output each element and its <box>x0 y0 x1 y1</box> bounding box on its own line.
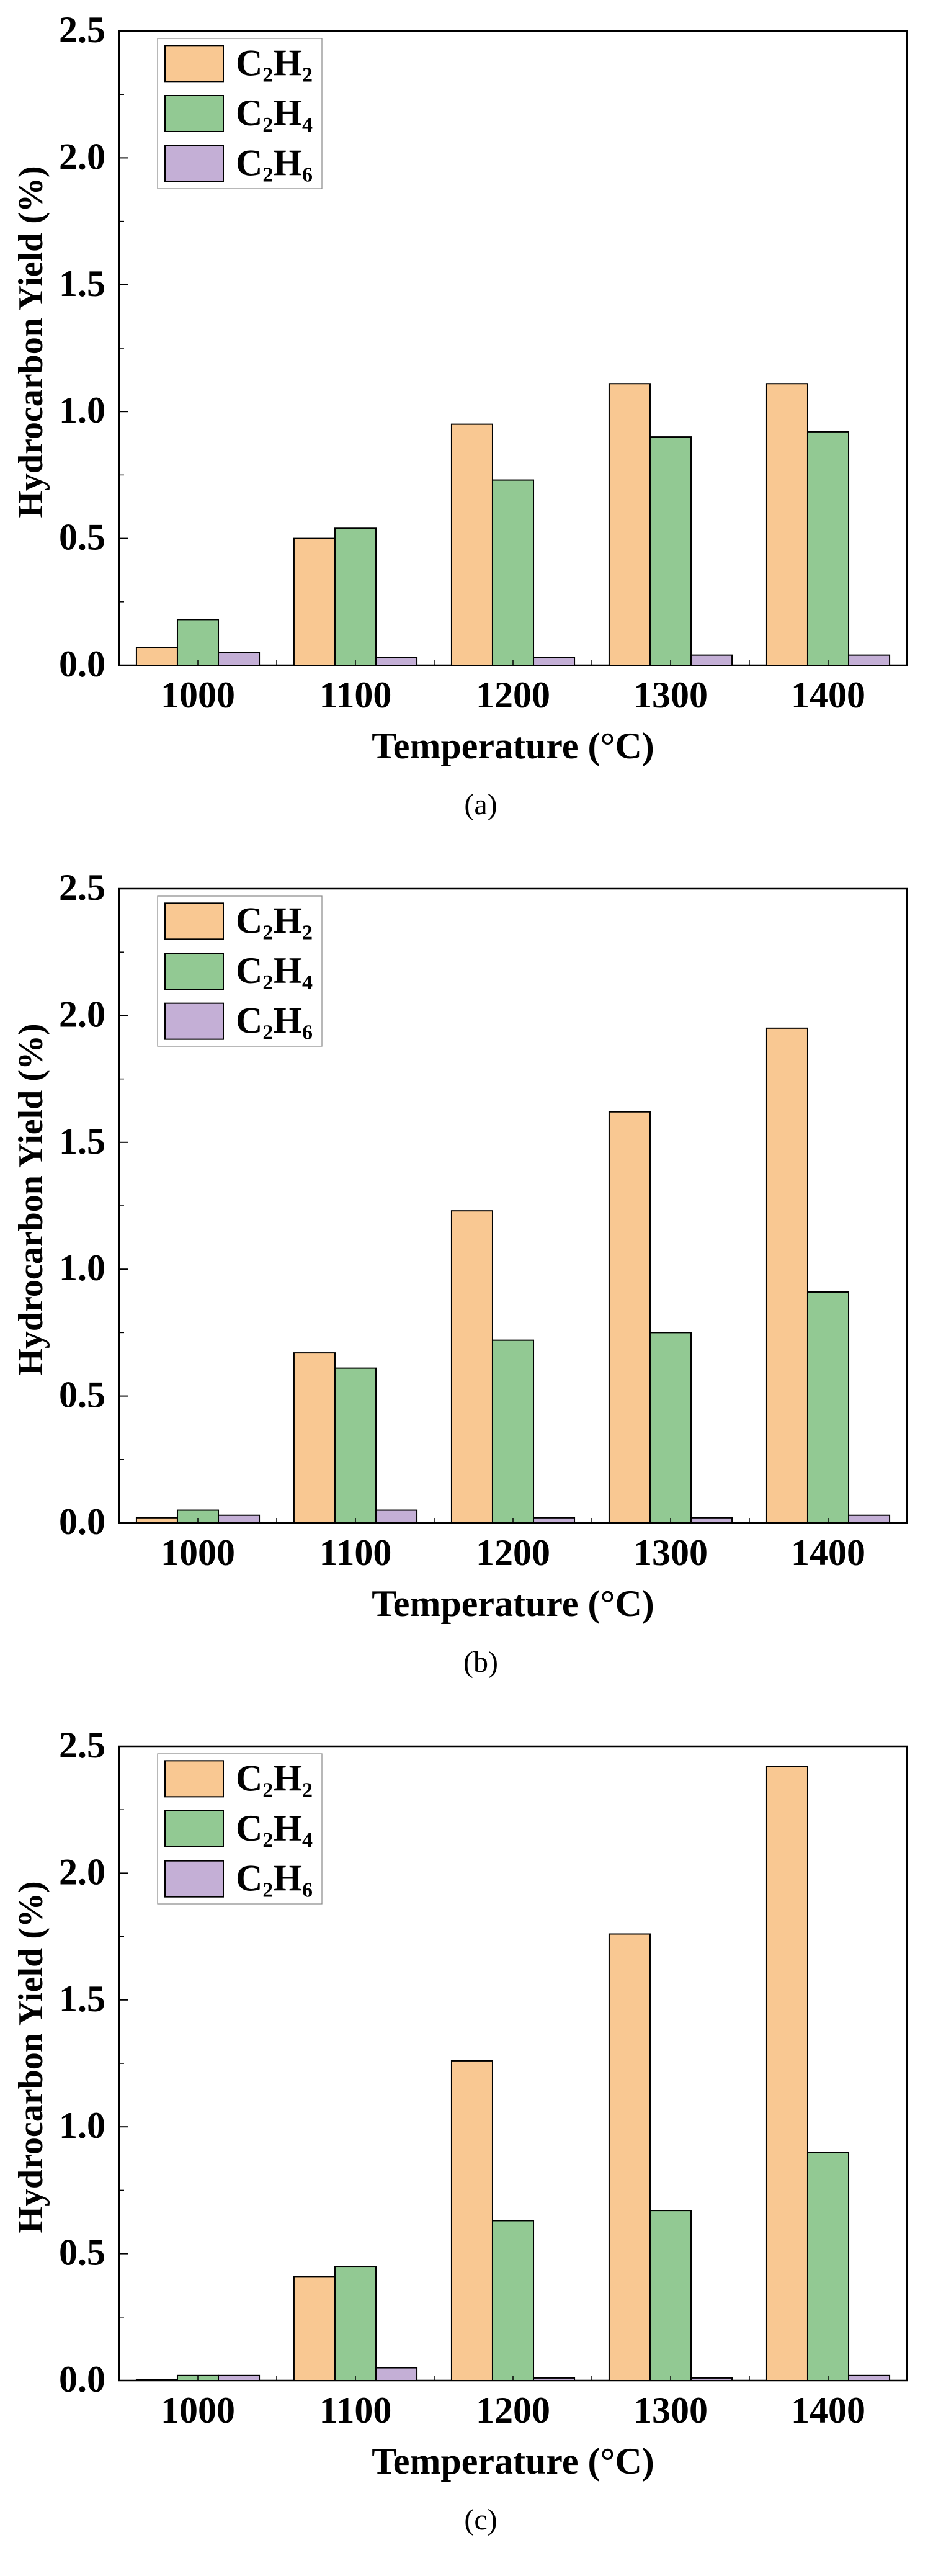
svg-text:(b): (b) <box>463 1646 498 1679</box>
svg-text:1000: 1000 <box>161 675 235 716</box>
svg-text:2.0: 2.0 <box>59 136 105 177</box>
svg-text:C2H6: C2H6 <box>236 1858 313 1902</box>
svg-text:0.0: 0.0 <box>59 2359 105 2400</box>
svg-text:0.0: 0.0 <box>59 1501 105 1542</box>
svg-text:C2H2: C2H2 <box>236 1757 313 1802</box>
svg-text:C2H6: C2H6 <box>236 1000 313 1044</box>
svg-text:0.5: 0.5 <box>59 2232 105 2273</box>
svg-text:1200: 1200 <box>476 1532 550 1573</box>
svg-text:Temperature (°C): Temperature (°C) <box>372 725 654 766</box>
svg-text:Hydrocarbon Yield (%): Hydrocarbon Yield (%) <box>12 1023 50 1375</box>
svg-text:Temperature (°C): Temperature (°C) <box>372 1583 654 1624</box>
svg-text:C2H4: C2H4 <box>236 1808 313 1852</box>
svg-text:2.5: 2.5 <box>59 867 105 908</box>
svg-text:C2H6: C2H6 <box>236 143 313 187</box>
svg-text:Hydrocarbon Yield (%): Hydrocarbon Yield (%) <box>12 1881 50 2233</box>
svg-text:(c): (c) <box>464 2503 497 2536</box>
svg-text:1200: 1200 <box>476 675 550 716</box>
svg-text:1.5: 1.5 <box>59 1978 105 2019</box>
svg-text:Hydrocarbon Yield (%): Hydrocarbon Yield (%) <box>12 166 50 518</box>
svg-text:1000: 1000 <box>161 2390 235 2431</box>
svg-text:1.0: 1.0 <box>59 390 105 431</box>
svg-text:1400: 1400 <box>791 2390 865 2431</box>
svg-text:0.0: 0.0 <box>59 644 105 684</box>
svg-text:C2H2: C2H2 <box>236 900 313 944</box>
svg-text:1.5: 1.5 <box>59 263 105 304</box>
svg-text:1.0: 1.0 <box>59 1247 105 1288</box>
svg-text:(a): (a) <box>464 788 497 821</box>
svg-text:1100: 1100 <box>319 2390 392 2431</box>
svg-text:C2H4: C2H4 <box>236 92 313 137</box>
svg-text:C2H4: C2H4 <box>236 950 313 994</box>
svg-text:1.0: 1.0 <box>59 2105 105 2146</box>
svg-text:1.5: 1.5 <box>59 1121 105 1162</box>
svg-text:2.0: 2.0 <box>59 994 105 1034</box>
svg-text:1400: 1400 <box>791 1532 865 1573</box>
svg-text:1300: 1300 <box>633 1532 708 1573</box>
svg-text:2.5: 2.5 <box>59 1725 105 1766</box>
svg-text:1100: 1100 <box>319 1532 392 1573</box>
svg-text:1100: 1100 <box>319 675 392 716</box>
svg-text:2.0: 2.0 <box>59 1851 105 1892</box>
svg-text:1300: 1300 <box>633 2390 708 2431</box>
svg-text:1200: 1200 <box>476 2390 550 2431</box>
svg-text:1300: 1300 <box>633 675 708 716</box>
svg-text:Temperature (°C): Temperature (°C) <box>372 2441 654 2482</box>
svg-text:C2H2: C2H2 <box>236 42 313 86</box>
svg-text:1000: 1000 <box>161 1532 235 1573</box>
svg-text:1400: 1400 <box>791 675 865 716</box>
svg-text:2.5: 2.5 <box>59 9 105 50</box>
svg-text:0.5: 0.5 <box>59 1375 105 1416</box>
svg-text:0.5: 0.5 <box>59 517 105 558</box>
